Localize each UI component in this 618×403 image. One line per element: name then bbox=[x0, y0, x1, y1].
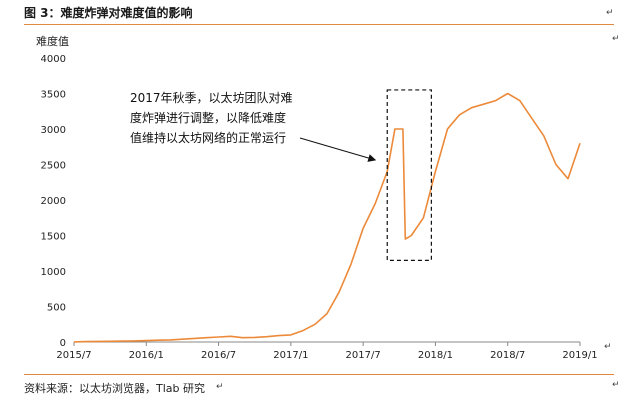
y-tick-label: 1500 bbox=[41, 232, 66, 243]
x-tick-label: 2015/7 bbox=[56, 350, 91, 361]
annotation-line: 值维持以太坊网络的正常运行 bbox=[130, 131, 287, 145]
source-rule bbox=[24, 374, 614, 375]
y-tick-label: 3000 bbox=[41, 125, 66, 136]
x-tick-label: 2019/1 bbox=[562, 350, 597, 361]
x-tick-label: 2018/7 bbox=[490, 350, 525, 361]
y-tick-label: 2500 bbox=[41, 161, 66, 172]
y-tick-label: 3500 bbox=[41, 90, 66, 101]
annotation-arrow bbox=[299, 137, 377, 162]
figure-title: 图 3：难度炸弹对难度值的影响 bbox=[24, 6, 193, 20]
end-mark: ↵ bbox=[216, 382, 224, 392]
series-line bbox=[73, 92, 581, 343]
annotation-line: 度炸弹进行调整，以降低难度 bbox=[130, 111, 287, 125]
end-mark: ↵ bbox=[604, 342, 612, 352]
y-tick-label: 2000 bbox=[41, 196, 66, 207]
y-tick-label: 1000 bbox=[41, 267, 66, 278]
y-tick-label: 4000 bbox=[41, 54, 66, 65]
end-mark: ↵ bbox=[612, 34, 618, 44]
source-note: 资料来源：以太坊浏览器，Tlab 研究 bbox=[24, 382, 205, 395]
highlight-box bbox=[386, 89, 432, 261]
y-axis-label: 难度值 bbox=[36, 34, 69, 48]
chart-annotation: 2017年秋季，以太坊团队对难 度炸弹进行调整，以降低难度 值维持以太坊网络的正… bbox=[130, 88, 310, 148]
y-tick-label: 0 bbox=[60, 338, 66, 349]
end-mark: ↵ bbox=[612, 380, 618, 390]
x-tick-label: 2018/1 bbox=[418, 350, 453, 361]
x-tick-label: 2016/7 bbox=[201, 350, 236, 361]
end-mark: ↵ bbox=[606, 8, 614, 18]
y-tick-label: 500 bbox=[47, 303, 66, 314]
x-tick-label: 2017/7 bbox=[346, 350, 381, 361]
x-tick-label: 2017/1 bbox=[273, 350, 308, 361]
title-rule bbox=[24, 24, 614, 25]
annotation-line: 2017年秋季，以太坊团队对难 bbox=[130, 91, 293, 105]
x-tick-label: 2016/1 bbox=[129, 350, 164, 361]
